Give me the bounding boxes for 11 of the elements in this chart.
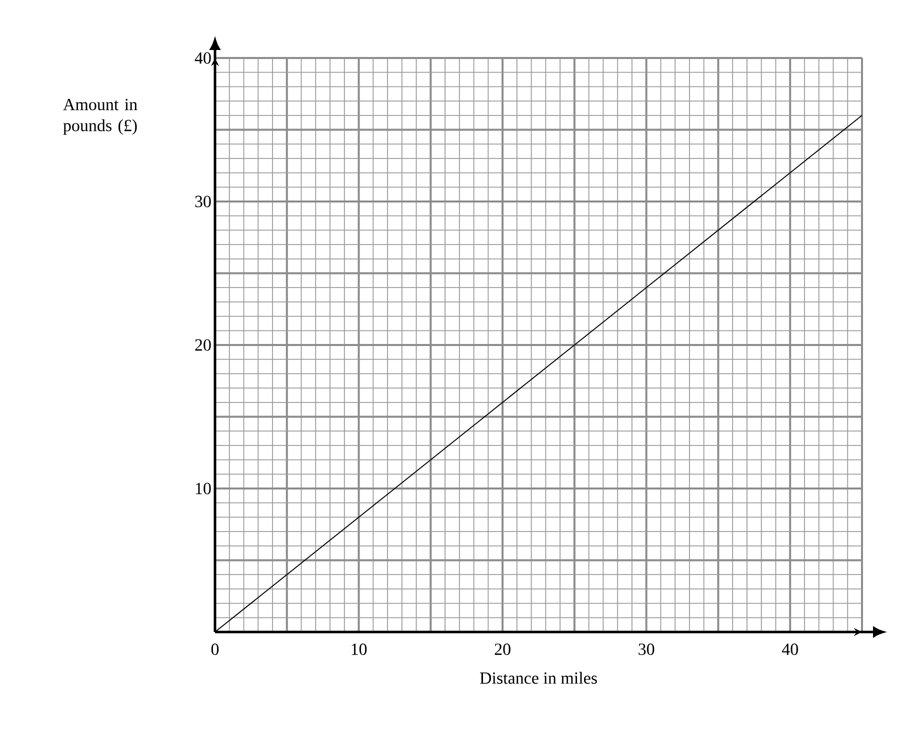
y-tick-label: 20 — [195, 339, 211, 351]
x-tick-label: 30 — [638, 644, 654, 656]
x-tick-label: 40 — [782, 644, 798, 656]
x-tick-label: 0 — [211, 644, 219, 656]
x-tick-label: 20 — [494, 644, 510, 656]
y-tick-label: 40 — [194, 52, 211, 64]
y-tick-label: 10 — [196, 482, 211, 494]
y-axis-title: Amount in pounds (£) — [63, 98, 138, 135]
x-axis-title: Distance in miles — [480, 672, 597, 684]
x-tick-label: 10 — [352, 644, 367, 656]
y-tick-label: 30 — [195, 196, 211, 208]
